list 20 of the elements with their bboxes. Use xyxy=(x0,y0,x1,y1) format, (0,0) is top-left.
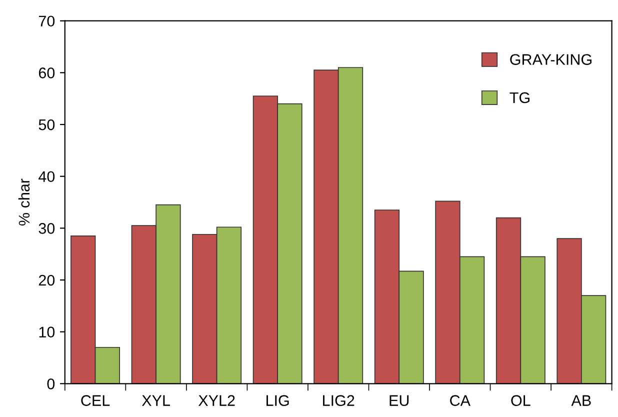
x-tick-label: LIG2 xyxy=(323,395,354,406)
y-tick-label: 0 xyxy=(47,378,55,390)
y-tick-label: 40 xyxy=(38,171,55,182)
x-tick-label: LIG xyxy=(266,395,289,406)
x-tick-label: EU xyxy=(390,395,409,406)
y-tick-label: 10 xyxy=(39,326,55,338)
x-tick-label: XYL2 xyxy=(198,395,235,406)
x-tick-label: CEL xyxy=(81,395,110,406)
x-tick-label: CA xyxy=(450,395,470,406)
y-axis-title: % char xyxy=(18,178,30,226)
x-tick-label: XYL xyxy=(142,395,170,406)
y-tick-label: 20 xyxy=(38,274,55,286)
y-tick-label: 30 xyxy=(38,223,55,234)
legend-label: TG xyxy=(510,92,530,104)
y-tick-label: 60 xyxy=(38,68,55,78)
x-tick-label: AB xyxy=(571,395,591,406)
y-tick-label: 50 xyxy=(38,119,55,130)
legend-label: GRAY-KING xyxy=(510,54,592,65)
x-tick-label: OL xyxy=(511,395,530,406)
y-tick-label: 70 xyxy=(38,16,55,27)
